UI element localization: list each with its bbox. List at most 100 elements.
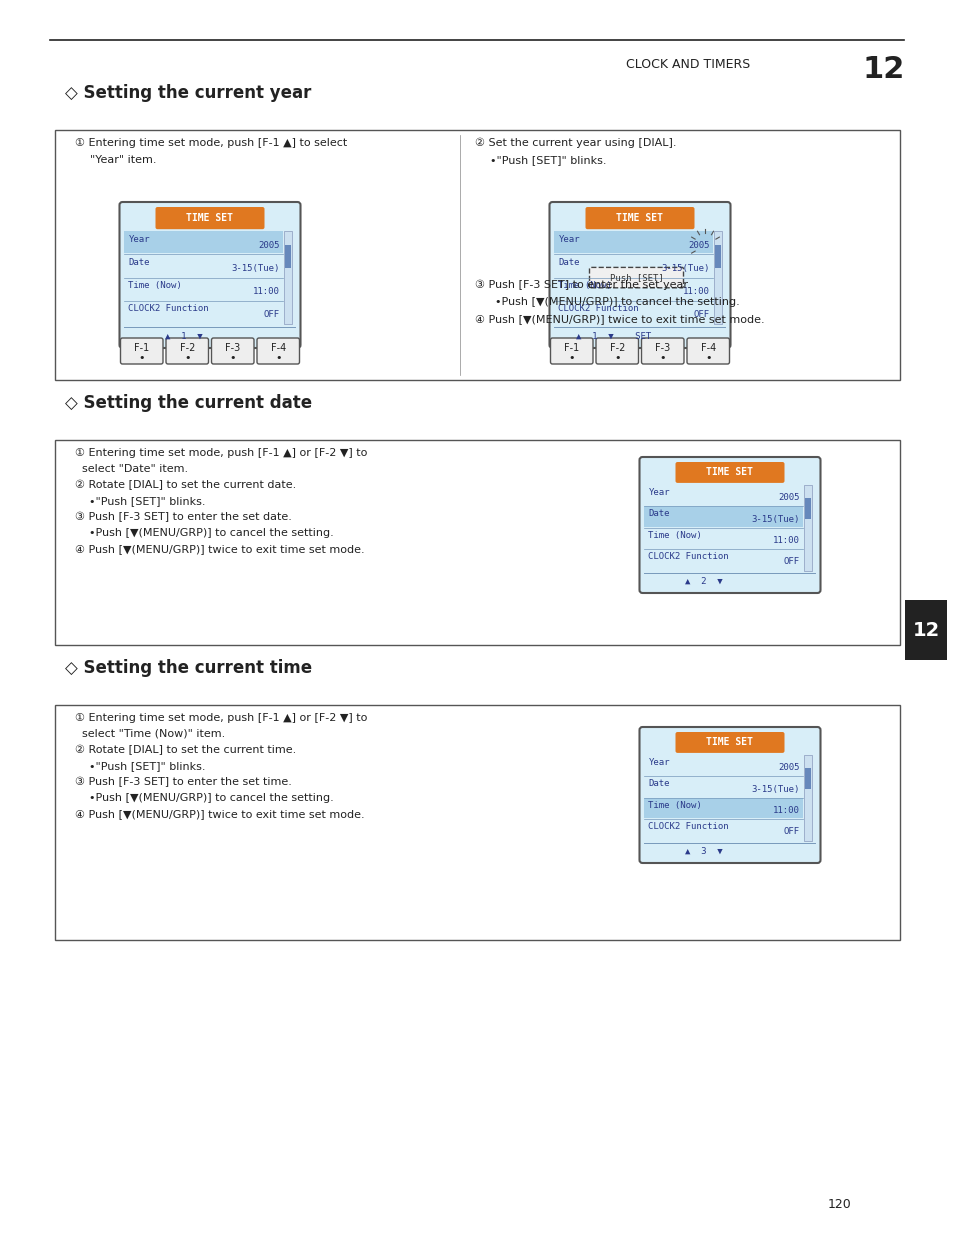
Text: CLOCK2 Function: CLOCK2 Function (129, 304, 209, 314)
Bar (803, 485, 812, 571)
Bar (285, 245, 292, 268)
Bar (55, 440, 899, 645)
Bar (644, 506, 802, 526)
Text: 2005: 2005 (778, 493, 799, 503)
Bar (554, 231, 713, 253)
Text: •Push [▼(MENU/GRP)] to cancel the setting.: •Push [▼(MENU/GRP)] to cancel the settin… (75, 793, 334, 803)
Text: ◇ Setting the current date: ◇ Setting the current date (65, 394, 312, 412)
Text: TIME SET: TIME SET (706, 468, 753, 478)
Text: F-3: F-3 (225, 343, 240, 353)
Text: •: • (230, 353, 235, 363)
Text: Date: Date (129, 258, 150, 267)
Text: •"Push [SET]" blinks.: •"Push [SET]" blinks. (75, 496, 205, 506)
Text: •: • (138, 353, 145, 363)
Text: ④ Push [▼(MENU/GRP)] twice to exit time set mode.: ④ Push [▼(MENU/GRP)] twice to exit time … (475, 314, 763, 324)
Text: 2005: 2005 (778, 763, 799, 772)
Bar (55, 705, 899, 940)
FancyBboxPatch shape (596, 338, 638, 364)
Text: CLOCK2 Function: CLOCK2 Function (648, 823, 728, 831)
Text: OFF: OFF (693, 310, 709, 319)
Text: ▲  3  ▼: ▲ 3 ▼ (684, 847, 721, 856)
Text: ② Rotate [DIAL] to set the current time.: ② Rotate [DIAL] to set the current time. (75, 745, 296, 755)
Text: ① Entering time set mode, push [F-1 ▲] or [F-2 ▼] to: ① Entering time set mode, push [F-1 ▲] o… (75, 713, 367, 722)
Text: 3-15(Tue): 3-15(Tue) (750, 515, 799, 524)
FancyBboxPatch shape (639, 727, 820, 863)
Text: F-2: F-2 (609, 343, 624, 353)
Text: "Year" item.: "Year" item. (90, 156, 156, 165)
Text: ▲  1  ▼    SET: ▲ 1 ▼ SET (576, 331, 651, 341)
FancyBboxPatch shape (639, 457, 820, 593)
Text: ① Entering time set mode, push [F-1 ▲] to select: ① Entering time set mode, push [F-1 ▲] t… (75, 138, 347, 148)
FancyBboxPatch shape (166, 338, 209, 364)
Text: 3-15(Tue): 3-15(Tue) (231, 264, 279, 273)
Bar (55, 130, 899, 380)
Text: 11:00: 11:00 (772, 536, 799, 545)
FancyBboxPatch shape (675, 462, 783, 483)
Text: F-1: F-1 (134, 343, 150, 353)
Text: •"Push [SET]" blinks.: •"Push [SET]" blinks. (490, 156, 606, 165)
Text: F-4: F-4 (700, 343, 715, 353)
Text: 2005: 2005 (257, 241, 279, 249)
Text: 120: 120 (827, 1198, 851, 1212)
Text: ② Set the current year using [DIAL].: ② Set the current year using [DIAL]. (475, 138, 676, 148)
Text: ① Entering time set mode, push [F-1 ▲] or [F-2 ▼] to: ① Entering time set mode, push [F-1 ▲] o… (75, 448, 367, 458)
Text: Year: Year (648, 758, 669, 767)
Text: select "Time (Now)" item.: select "Time (Now)" item. (75, 729, 225, 739)
Text: ◇ Setting the current time: ◇ Setting the current time (65, 659, 312, 677)
Text: Date: Date (648, 509, 669, 519)
Text: ③ Push [F-3 SET] to enter the set time.: ③ Push [F-3 SET] to enter the set time. (75, 777, 292, 787)
FancyBboxPatch shape (589, 268, 682, 288)
Text: •Push [▼(MENU/GRP)] to cancel the setting.: •Push [▼(MENU/GRP)] to cancel the settin… (495, 296, 739, 308)
Text: CLOCK2 Function: CLOCK2 Function (648, 552, 728, 561)
Text: •Push [▼(MENU/GRP)] to cancel the setting.: •Push [▼(MENU/GRP)] to cancel the settin… (75, 529, 334, 538)
Text: select "Date" item.: select "Date" item. (75, 464, 188, 474)
Text: F-2: F-2 (179, 343, 194, 353)
Text: OFF: OFF (782, 557, 799, 567)
Bar (714, 231, 721, 324)
Bar (804, 768, 811, 789)
FancyBboxPatch shape (550, 338, 593, 364)
FancyBboxPatch shape (585, 207, 694, 230)
Text: Time (Now): Time (Now) (129, 282, 182, 290)
Text: F-1: F-1 (563, 343, 578, 353)
Bar (644, 798, 802, 818)
Bar (715, 245, 720, 268)
Text: •: • (184, 353, 191, 363)
Text: ③ Push [F-3 SET] to enter the set date.: ③ Push [F-3 SET] to enter the set date. (75, 511, 292, 522)
Text: CLOCK AND TIMERS: CLOCK AND TIMERS (625, 58, 749, 72)
Text: TIME SET: TIME SET (186, 214, 233, 224)
FancyBboxPatch shape (675, 732, 783, 753)
Text: ④ Push [▼(MENU/GRP)] twice to exit time set mode.: ④ Push [▼(MENU/GRP)] twice to exit time … (75, 809, 364, 819)
Text: •: • (568, 353, 575, 363)
Text: Time (Now): Time (Now) (558, 282, 612, 290)
FancyBboxPatch shape (640, 338, 683, 364)
Text: Push [SET]: Push [SET] (609, 273, 662, 282)
Text: •: • (274, 353, 281, 363)
Text: TIME SET: TIME SET (706, 737, 753, 747)
Text: 12: 12 (911, 620, 939, 640)
Bar (804, 498, 811, 519)
Text: •: • (704, 353, 711, 363)
Bar (803, 755, 812, 841)
Text: •"Push [SET]" blinks.: •"Push [SET]" blinks. (75, 761, 205, 771)
Text: ◇ Setting the current year: ◇ Setting the current year (65, 84, 311, 103)
Text: TIME SET: TIME SET (616, 214, 662, 224)
Bar (284, 231, 293, 324)
Text: OFF: OFF (782, 827, 799, 836)
Text: ② Rotate [DIAL] to set the current date.: ② Rotate [DIAL] to set the current date. (75, 480, 296, 490)
Text: F-4: F-4 (271, 343, 286, 353)
FancyBboxPatch shape (120, 338, 163, 364)
Text: Date: Date (648, 779, 669, 788)
Bar (125, 231, 283, 253)
Text: Time (Now): Time (Now) (648, 531, 701, 540)
Text: ③ Push [F-3 SET] to enter the set year.: ③ Push [F-3 SET] to enter the set year. (475, 280, 690, 290)
Text: Date: Date (558, 258, 579, 267)
Text: •: • (614, 353, 619, 363)
Text: Time (Now): Time (Now) (648, 800, 701, 810)
Text: 3-15(Tue): 3-15(Tue) (660, 264, 709, 273)
Text: CLOCK2 Function: CLOCK2 Function (558, 304, 639, 314)
Text: Year: Year (558, 235, 579, 243)
Text: ▲  2  ▼: ▲ 2 ▼ (684, 577, 721, 587)
FancyBboxPatch shape (549, 203, 730, 348)
Text: Year: Year (129, 235, 150, 243)
